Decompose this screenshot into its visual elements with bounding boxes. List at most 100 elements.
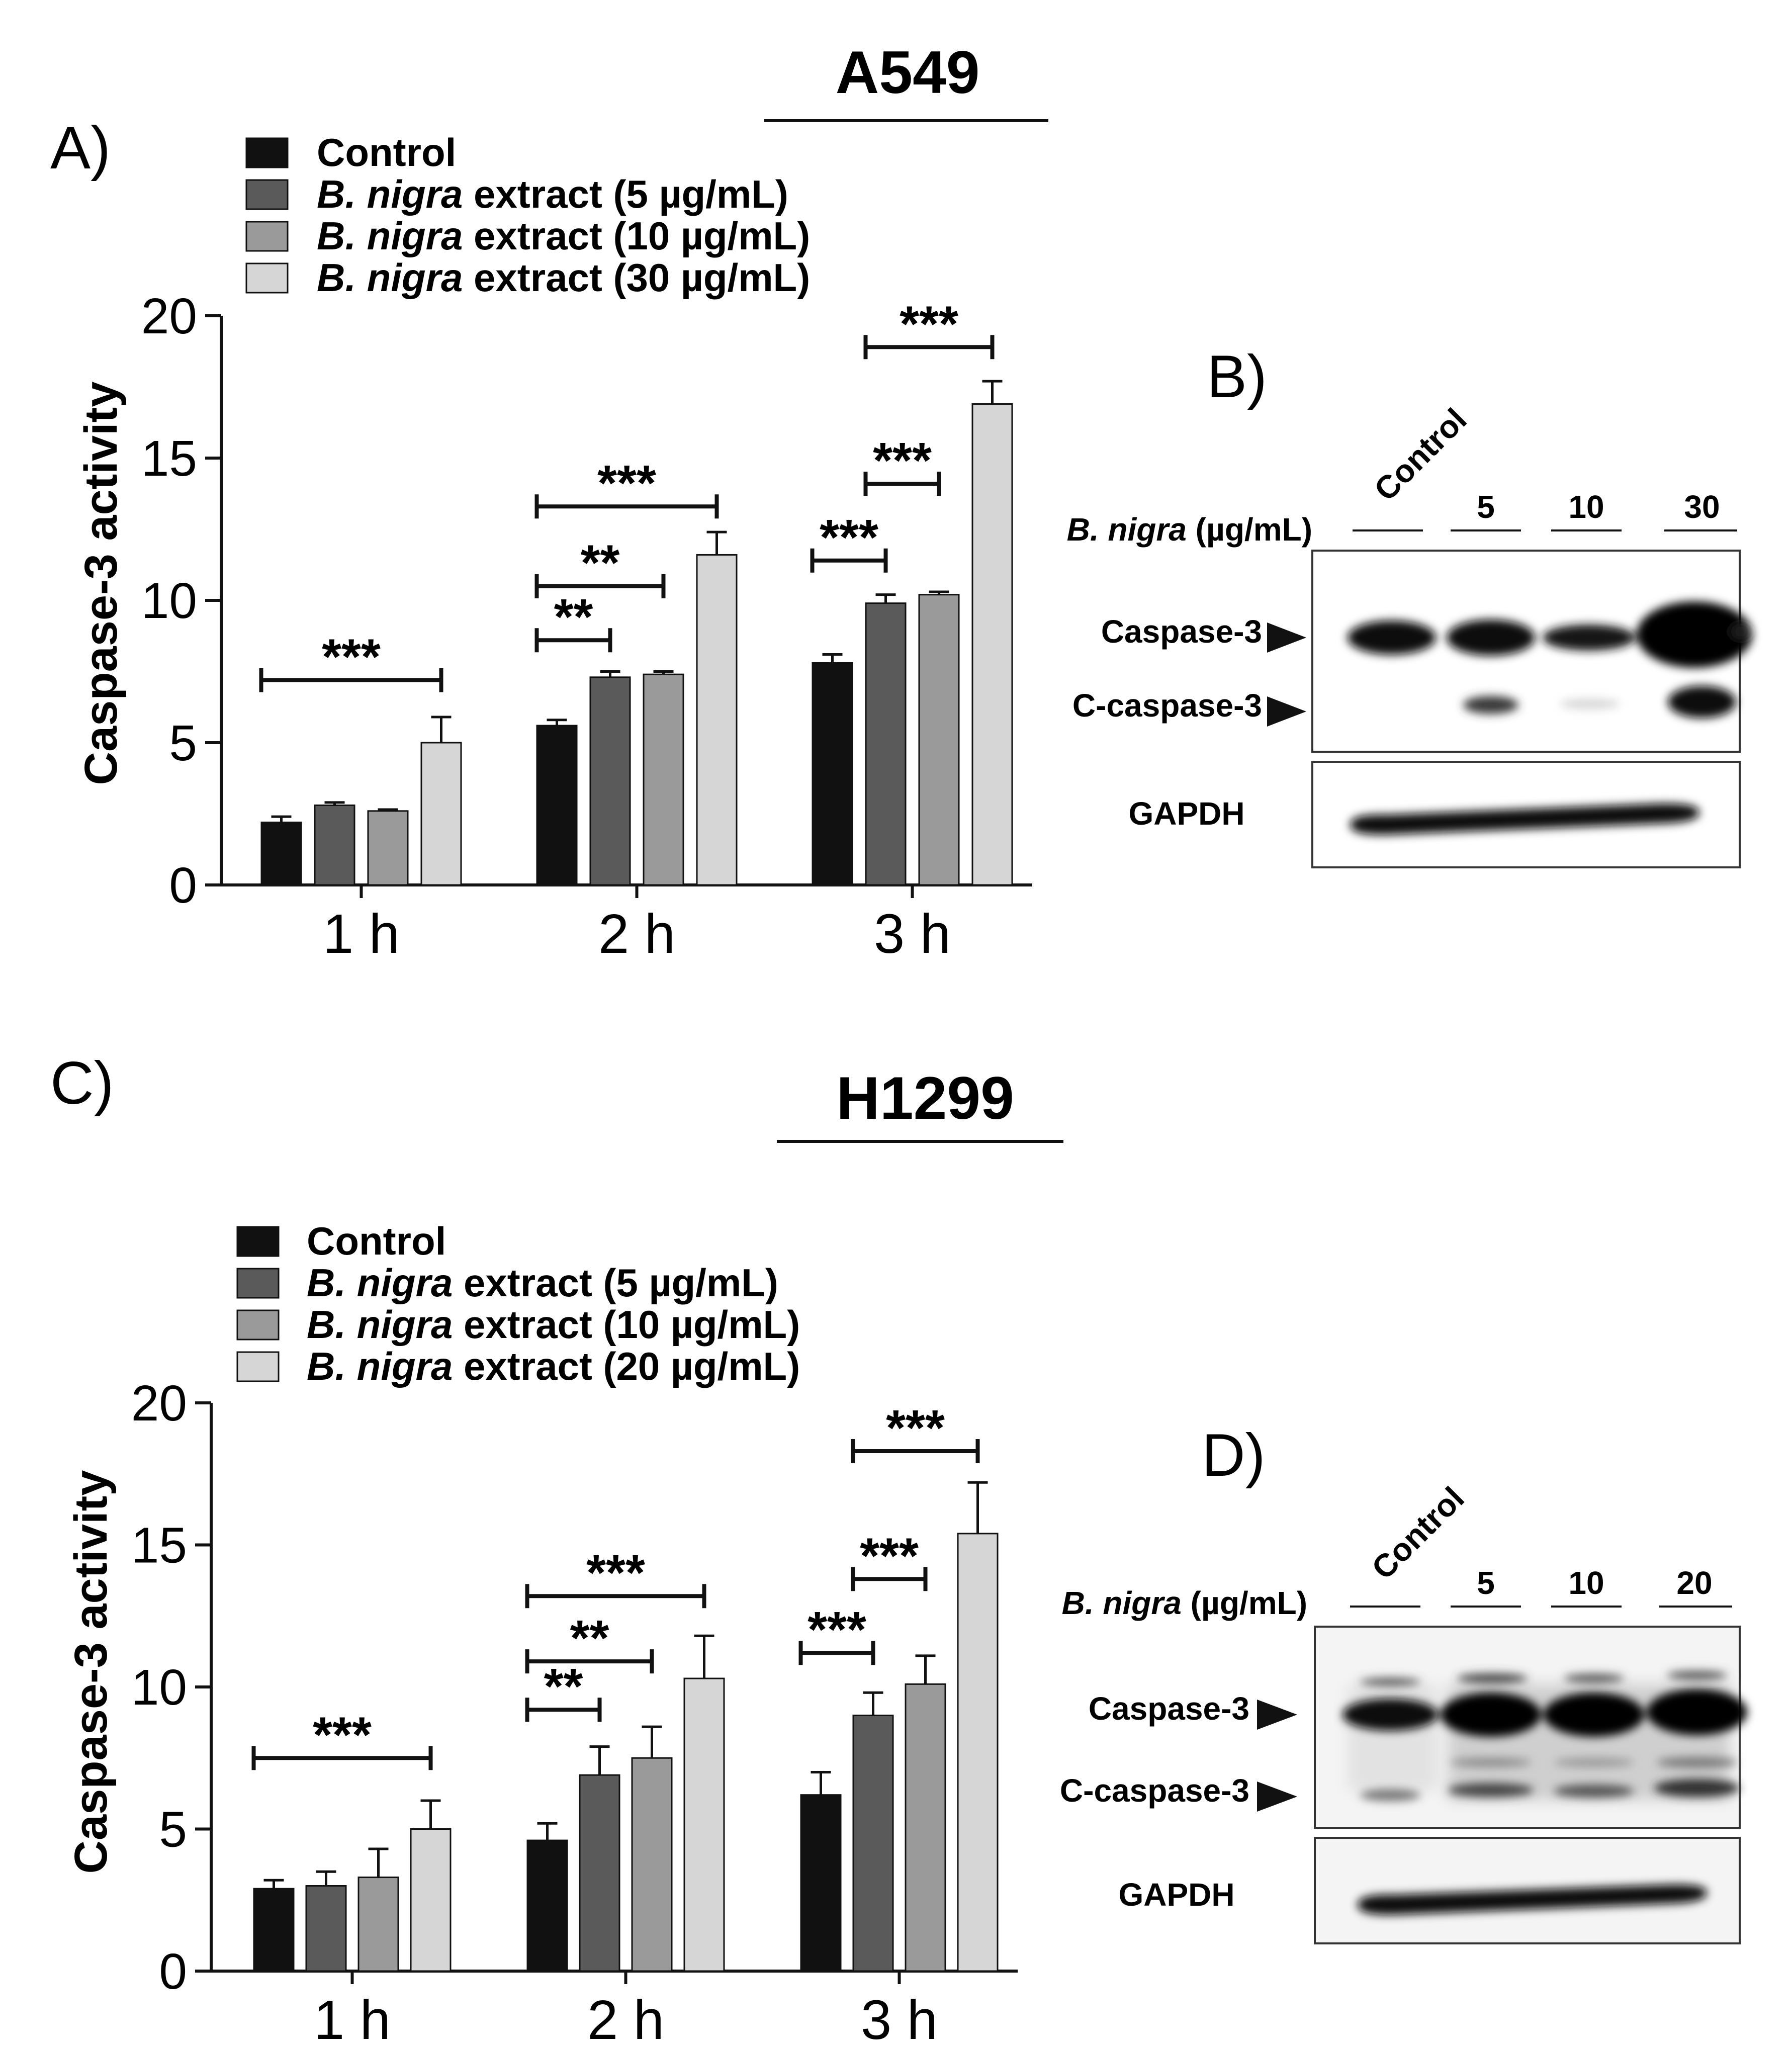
- chart-a-sig-stars-3: ***: [597, 455, 656, 511]
- blot-d-lane-3: 20: [1676, 1565, 1712, 1601]
- panel-b-label: B): [1207, 343, 1267, 410]
- chart-c-sig-stars-2: **: [570, 1610, 609, 1666]
- blot-b-lane-3: 30: [1684, 489, 1720, 525]
- chart-a-legend: Control B. nigra extract (5 µg/mL) B. ni…: [245, 130, 810, 300]
- blot-b-lane-1: 5: [1477, 489, 1495, 525]
- chart-c-ytick-label-1: 5: [159, 1802, 187, 1858]
- chart-c-legend: Control B. nigra extract (5 µg/mL) B. ni…: [236, 1219, 800, 1388]
- chart-c-ytick-label-3: 15: [131, 1518, 187, 1574]
- legend-c-swatch-3: [236, 1351, 280, 1382]
- blot-b-arrow-caspase-3-icon: [1267, 622, 1306, 653]
- chart-a-ytick-label-3: 15: [141, 430, 197, 487]
- chart-a-ytick-label-1: 5: [169, 715, 197, 771]
- blot-b-row-caspase-3: Caspase-3: [1101, 613, 1262, 650]
- chart-a-bar-2-1: [865, 602, 907, 886]
- panel-d-label: D): [1202, 1421, 1266, 1489]
- blot-b: B) Control 5 10 30 B. nigra (µg/mL) Casp…: [1067, 343, 1752, 868]
- blot-d-lane-1: 5: [1477, 1565, 1495, 1601]
- chart-c-bar-2-2: [905, 1683, 946, 1972]
- chart-c-ylabel: Caspase-3 activity: [65, 1470, 117, 1874]
- chart-c-bar-0-3: [410, 1828, 452, 1972]
- legend-a-entry-0: Control: [317, 130, 456, 174]
- chart-c-bar-0-1: [305, 1885, 347, 1972]
- blot-d-row-gapdh: GAPDH: [1118, 1877, 1234, 1913]
- chart-c: Control B. nigra extract (5 µg/mL) B. ni…: [65, 1219, 1018, 2048]
- chart-a-bar-0-1: [314, 805, 355, 886]
- chart-a-bar-0-0: [260, 821, 302, 886]
- chart-c-bar-1-1: [579, 1774, 620, 1972]
- chart-a-bar-1-0: [536, 725, 578, 886]
- chart-c-bar-2-1: [852, 1715, 894, 1972]
- blot-d-arrow-caspase-3-icon: [1257, 1700, 1297, 1730]
- blot-b-bands: [1348, 601, 1752, 718]
- legend-c-swatch-2: [236, 1309, 280, 1341]
- chart-a-bar-1-1: [589, 676, 631, 886]
- chart-c-sig-stars-5: ***: [860, 1528, 919, 1584]
- chart-a-sig-stars-5: ***: [873, 432, 932, 489]
- chart-a-xtick-label-2: 3 h: [874, 903, 951, 965]
- chart-a-sig-stars-6: ***: [900, 296, 958, 352]
- chart-a-xtick-label-1: 2 h: [598, 903, 675, 965]
- chart-a: Control B. nigra extract (5 µg/mL) B. ni…: [75, 130, 1032, 965]
- blot-d: D) Control 5 10 20 B. nigra (µg/mL): [1060, 1421, 1747, 1944]
- chart-c-bar-1-2: [631, 1757, 673, 1972]
- legend-c-entry-3: B. nigra extract (20 µg/mL): [307, 1344, 800, 1388]
- chart-a-sig-stars-1: **: [554, 589, 593, 645]
- chart-a-xtick-label-0: 1 h: [323, 903, 400, 965]
- chart-a-bar-0-3: [420, 742, 462, 886]
- blot-d-gapdh-bands: [1358, 1884, 1707, 1915]
- chart-a-ytick-label-0: 0: [169, 857, 197, 914]
- blot-d-lane-2: 10: [1568, 1565, 1604, 1601]
- chart-a-sig-stars-2: **: [581, 535, 620, 591]
- blot-b-arrow-c-caspase-3-icon: [1267, 696, 1306, 727]
- chart-c-ytick-label-2: 10: [131, 1659, 187, 1716]
- blot-b-gapdh-bands: [1350, 803, 1699, 835]
- legend-c-entry-0: Control: [307, 1219, 446, 1263]
- chart-c-sig-stars-4: ***: [808, 1601, 866, 1658]
- legend-a-entry-1: B. nigra extract (5 µg/mL): [317, 172, 788, 216]
- blot-b-lane-control: Control: [1367, 401, 1474, 508]
- legend-a-swatch-2: [245, 221, 289, 252]
- chart-c-bar-2-3: [957, 1533, 999, 1972]
- chart-c-bar-0-0: [253, 1888, 295, 1972]
- chart-c-bar-2-0: [800, 1794, 842, 1972]
- blot-d-dose-label: B. nigra (µg/mL): [1062, 1585, 1307, 1621]
- blot-b-lane-2: 10: [1568, 489, 1604, 525]
- blot-b-dose-label: B. nigra (µg/mL): [1067, 511, 1312, 548]
- panel-a-label: A): [50, 114, 111, 182]
- chart-a-ylabel: Caspase-3 activity: [75, 382, 127, 785]
- chart-a-bar-2-0: [812, 662, 853, 886]
- blot-b-row-gapdh: GAPDH: [1128, 795, 1244, 832]
- legend-c-swatch-1: [236, 1268, 280, 1299]
- chart-c-bar-0-2: [357, 1877, 399, 1972]
- panel-a-cell-line: A549: [836, 39, 980, 106]
- chart-c-bar-1-0: [526, 1839, 568, 1972]
- chart-c-ytick-label-0: 0: [159, 1943, 187, 2000]
- legend-a-swatch-0: [245, 137, 289, 168]
- chart-c-sig-stars-1: **: [544, 1658, 583, 1715]
- chart-a-ytick-label-2: 10: [141, 573, 197, 629]
- legend-a-swatch-1: [245, 179, 289, 210]
- chart-a-ytick-label-4: 20: [141, 288, 197, 344]
- legend-a-entry-2: B. nigra extract (10 µg/mL): [317, 214, 810, 258]
- legend-c-entry-1: B. nigra extract (5 µg/mL): [307, 1261, 778, 1305]
- chart-c-xtick-label-2: 3 h: [861, 1989, 938, 2048]
- chart-a-bar-2-2: [918, 594, 960, 886]
- legend-a-swatch-3: [245, 262, 289, 294]
- chart-c-sig-stars-0: ***: [313, 1707, 372, 1763]
- blot-d-row-c-caspase-3: C-caspase-3: [1060, 1772, 1249, 1809]
- chart-c-xtick-label-0: 1 h: [314, 1989, 391, 2048]
- legend-c-swatch-0: [236, 1226, 280, 1257]
- chart-c-sig-stars-3: ***: [586, 1545, 645, 1601]
- legend-c-entry-2: B. nigra extract (10 µg/mL): [307, 1302, 800, 1347]
- chart-c-bar-1-3: [683, 1677, 725, 1972]
- chart-a-bar-2-3: [971, 403, 1013, 886]
- chart-c-sig-stars-6: ***: [886, 1400, 945, 1456]
- panel-c-cell-line: H1299: [836, 1064, 1014, 1132]
- legend-a-entry-3: B. nigra extract (30 µg/mL): [317, 255, 810, 300]
- chart-a-sig-stars-4: ***: [820, 509, 878, 566]
- blot-b-row-c-caspase-3: C-caspase-3: [1072, 687, 1262, 724]
- chart-a-bar-1-3: [696, 554, 738, 886]
